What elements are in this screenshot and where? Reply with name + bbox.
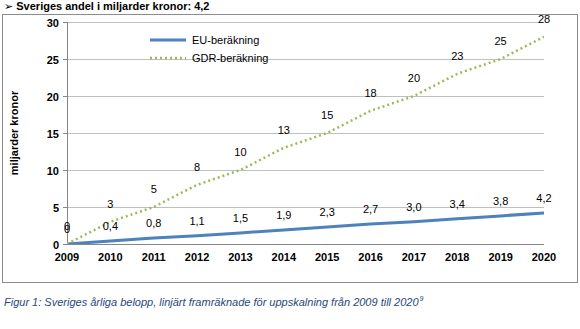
data-label: 13 — [278, 124, 290, 136]
y-tick — [63, 133, 67, 134]
x-tick-label: 2009 — [55, 251, 79, 263]
y-tick — [63, 244, 67, 245]
data-label: 0,8 — [146, 217, 161, 229]
x-tick-label: 2011 — [142, 251, 166, 263]
data-label: 3 — [107, 198, 113, 210]
y-tick — [63, 207, 67, 208]
x-tick-label: 2013 — [228, 251, 252, 263]
grid-line — [67, 207, 544, 208]
caption: Figur 1: Sveriges årliga belopp, linjärt… — [4, 296, 419, 308]
chart-frame — [3, 15, 578, 283]
title: ➢ Sveriges andel i miljarder kronor: 4,2 — [4, 0, 209, 12]
y-tick-label: 20 — [47, 91, 59, 103]
data-label: 8 — [194, 161, 200, 173]
data-label: 2,7 — [363, 203, 378, 215]
chart: ➢ Sveriges andel i miljarder kronor: 4,2… — [0, 0, 580, 329]
y-tick-label: 25 — [47, 54, 59, 66]
caption-note: 9 — [420, 295, 424, 302]
y-tick-label: 5 — [53, 202, 59, 214]
data-label: 2,3 — [320, 206, 335, 218]
y-tick-label: 10 — [47, 165, 59, 177]
x-tick-label: 2020 — [532, 251, 556, 263]
y-tick — [63, 22, 67, 23]
data-label: 10 — [234, 146, 246, 158]
data-label: 0,4 — [103, 220, 118, 232]
data-label: 4,2 — [536, 192, 551, 204]
series-line — [67, 213, 544, 244]
data-label: 3,0 — [406, 201, 421, 213]
x-tick-label: 2017 — [402, 251, 426, 263]
x-axis — [67, 244, 544, 245]
y-tick-label: 30 — [47, 17, 59, 29]
grid-line — [67, 59, 544, 60]
legend-label: EU-beräkning — [192, 34, 259, 46]
legend-swatch — [150, 57, 186, 60]
y-tick — [63, 170, 67, 171]
x-tick-label: 2014 — [272, 251, 297, 263]
grid-line — [67, 96, 544, 97]
y-tick-label: 15 — [47, 128, 59, 140]
data-label: 18 — [364, 87, 376, 99]
y-tick — [63, 96, 67, 97]
data-label: 1,9 — [276, 209, 291, 221]
series-line — [67, 37, 544, 244]
data-label: 28 — [538, 13, 550, 25]
data-label: 20 — [408, 72, 420, 84]
x-tick-label: 2012 — [185, 251, 209, 263]
grid-line — [67, 22, 544, 23]
x-tick-label: 2015 — [315, 251, 339, 263]
data-label: 5 — [151, 183, 157, 195]
legend-label: GDR-beräkning — [192, 52, 268, 64]
data-label: 1,1 — [189, 215, 204, 227]
y-axis-label: miljarder kronor — [8, 90, 20, 175]
plot-lines — [67, 37, 544, 244]
grid-line — [67, 133, 544, 134]
y-tick-label: 0 — [53, 239, 59, 251]
grid-line — [67, 170, 544, 171]
x-tick-label: 2018 — [445, 251, 469, 263]
data-label: 23 — [451, 50, 463, 62]
data-label: 3,4 — [450, 198, 465, 210]
data-label: 0 — [64, 220, 70, 232]
y-tick — [63, 59, 67, 60]
x-tick-label: 2016 — [358, 251, 382, 263]
data-label: 3,8 — [493, 195, 508, 207]
data-label: 25 — [495, 35, 507, 47]
y-axis — [67, 22, 68, 244]
x-tick-label: 2010 — [98, 251, 122, 263]
grid-line — [67, 244, 544, 245]
data-label: 1,5 — [233, 212, 248, 224]
legend-swatch — [150, 39, 186, 42]
data-label: 15 — [321, 109, 333, 121]
x-tick-label: 2019 — [488, 251, 512, 263]
